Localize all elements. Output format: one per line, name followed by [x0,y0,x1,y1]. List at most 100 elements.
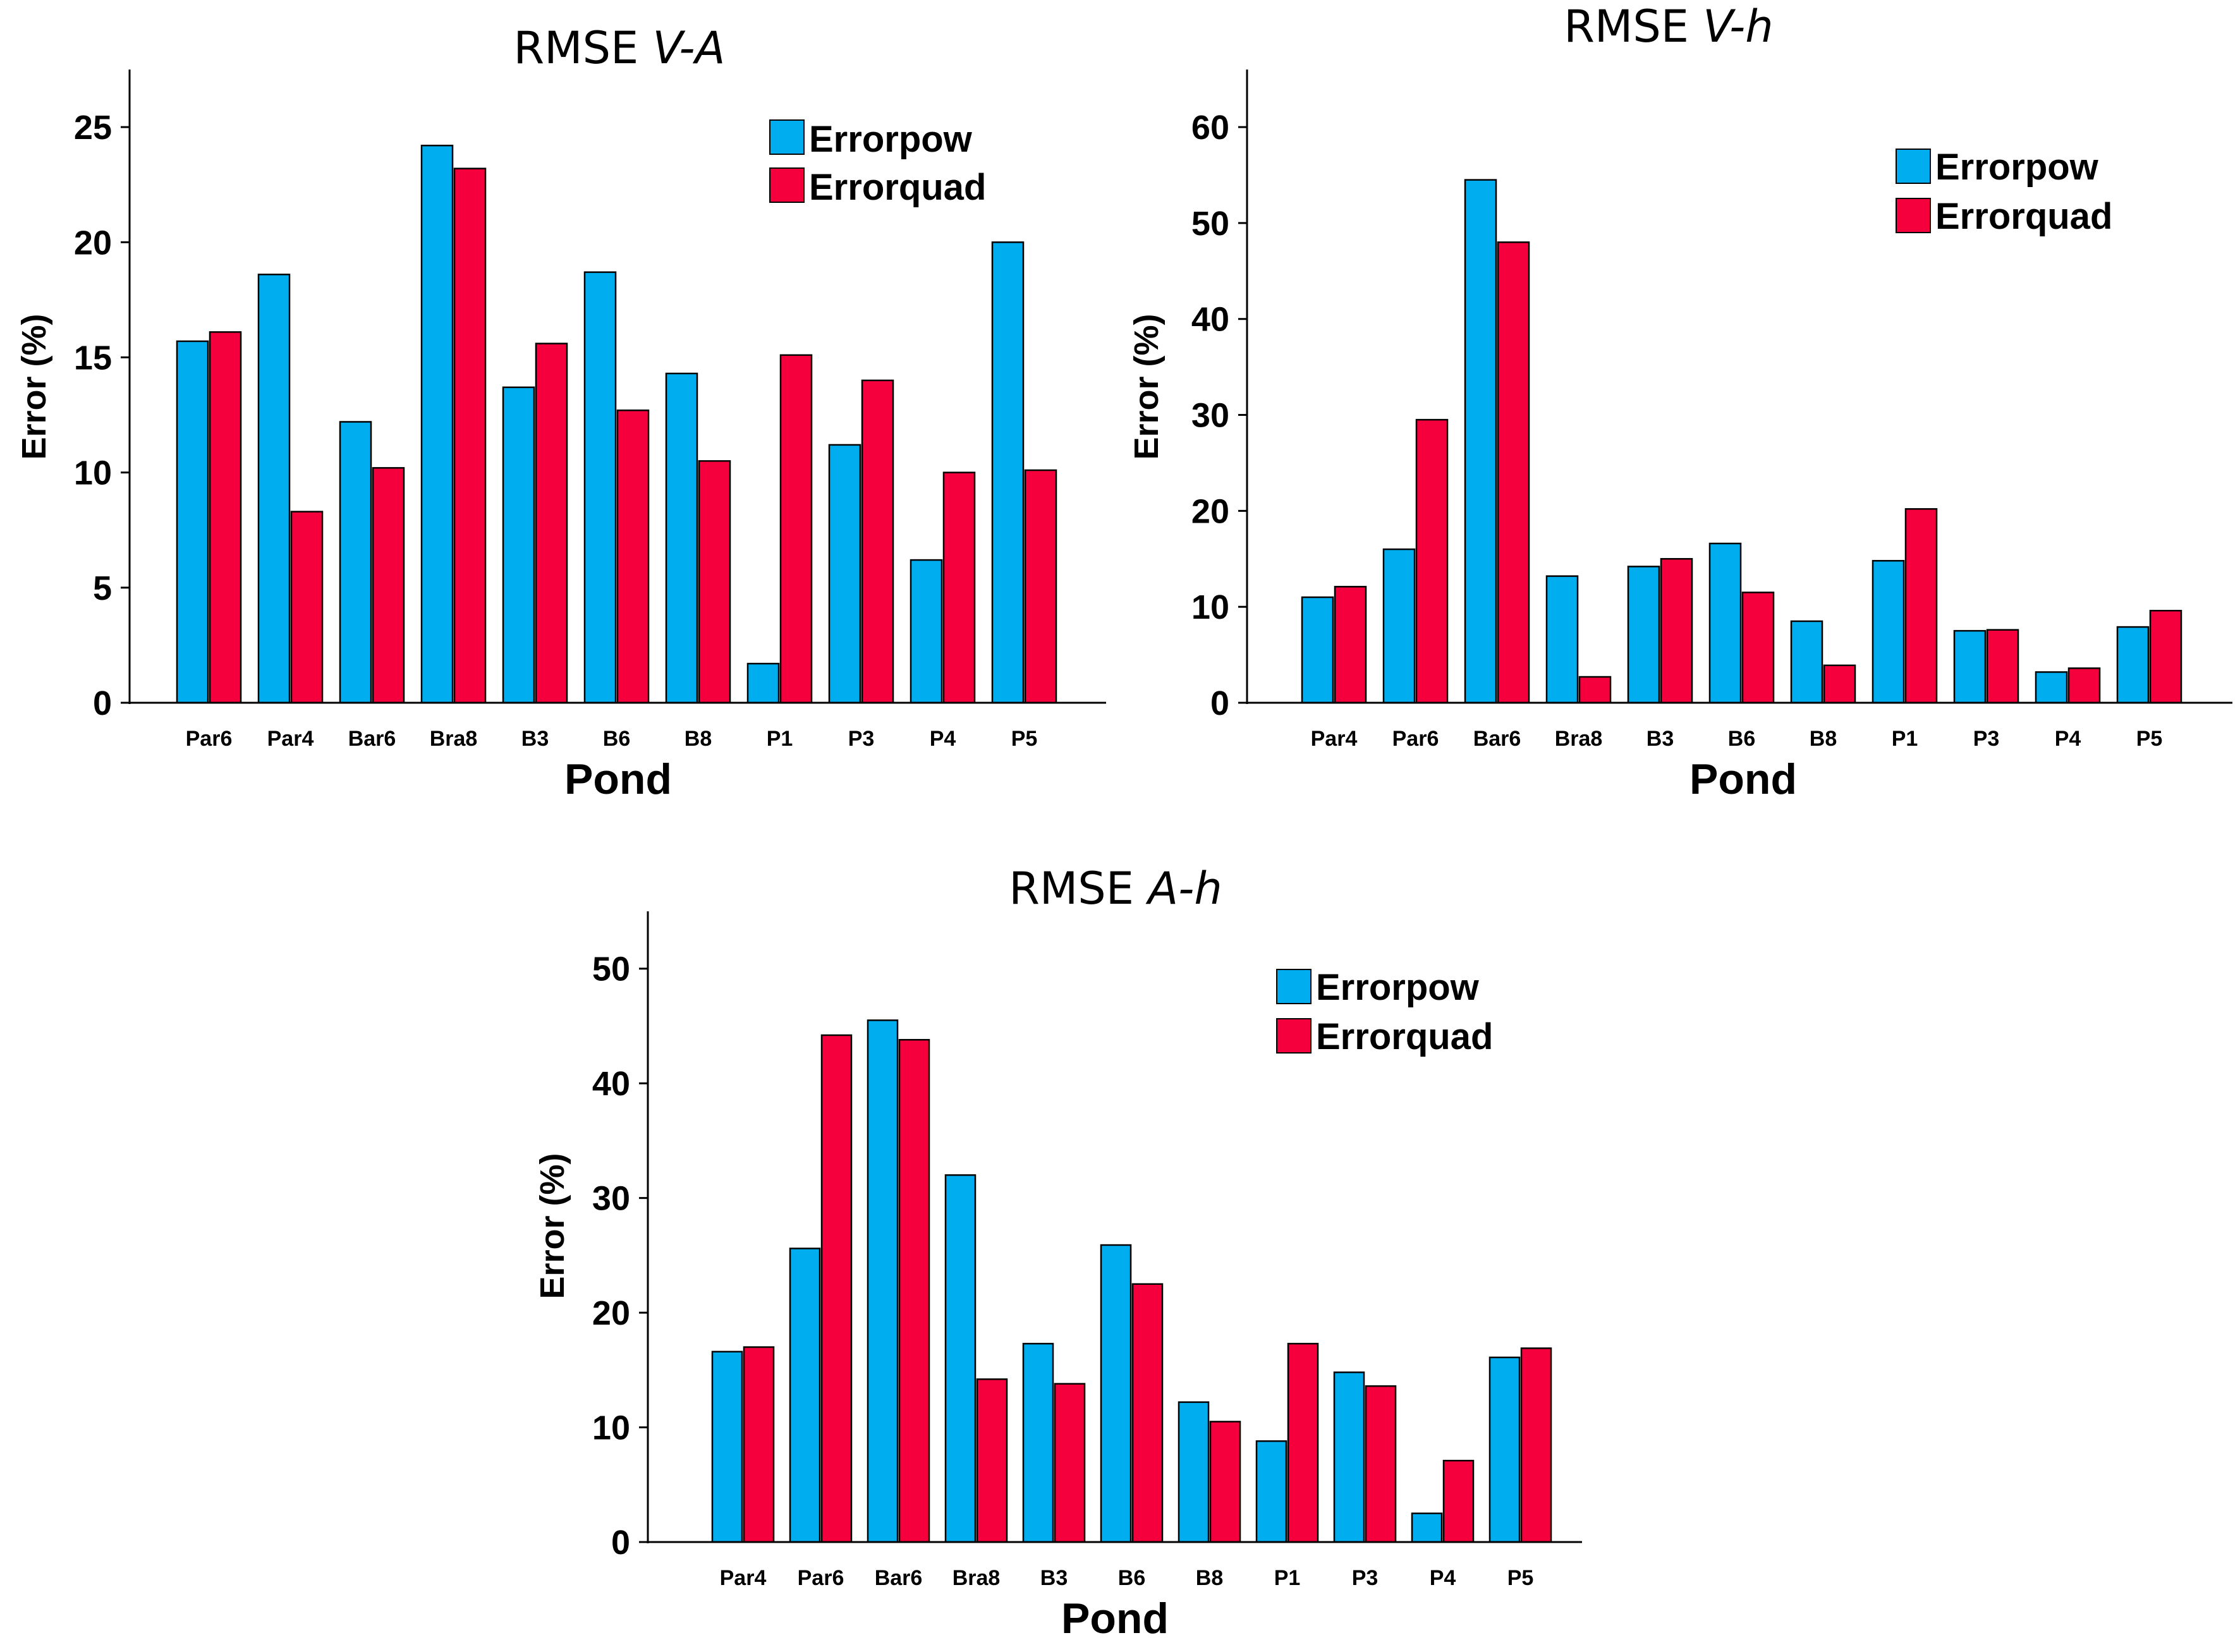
y-tick-label: 20 [592,1294,630,1332]
legend-swatch-errorquad [769,167,805,203]
bar-errorpow-b3 [1022,1342,1054,1543]
chart-rmse-v-h: RMSE V-h 0 10 20 30 40 50 60 Par4 Par6 Bar6 Bra8 B… [1128,1,2232,803]
x-tick-label: B8 [1196,1566,1223,1590]
bar-errorpow-p4 [1411,1512,1443,1543]
legend-label-errorquad: Errorquad [1935,196,2112,237]
bar-errorpow-p4 [910,559,943,704]
x-tick-label: P1 [1892,727,1918,751]
y-axis-label: Error (%) [1128,313,1166,459]
bar-errorquad-b8 [1823,664,1856,704]
bar-errorquad-b6 [1741,592,1775,704]
legend: Errorpow Errorquad [769,119,986,208]
x-tick-label: B6 [1728,727,1755,751]
bar-errorpow-p3 [828,444,861,704]
x-tick-label: Bar6 [348,727,396,751]
chart-title: RMSE A-h [1009,863,1222,914]
bar-errorquad-bar6 [1497,241,1530,704]
bar-errorpow-p4 [2035,671,2068,704]
bar-errorquad-b3 [1054,1383,1086,1543]
legend-label-errorpow: Errorpow [1935,147,2099,188]
y-tick-label: 30 [1191,397,1229,435]
y-axis-label: Error (%) [15,313,53,459]
x-tick-label: Bra8 [430,727,478,751]
bar-errorquad-bar6 [898,1038,930,1543]
bar-errorpow-b8 [1790,620,1823,704]
y-tick-label: 50 [592,951,630,988]
x-tick-label: P3 [1973,727,2000,751]
y-tick-label: 0 [611,1524,630,1562]
x-tick-label: B8 [1810,727,1837,751]
x-tick-label: B3 [1647,727,1674,751]
legend-swatch-errorpow [769,119,805,155]
y-tick-label: 60 [1191,109,1229,147]
legend-swatch-errorpow [1896,149,1931,184]
bar-errorquad-p5 [1024,469,1057,704]
bar-errorpow-p3 [1333,1371,1365,1543]
bar-errorpow-bar6 [339,421,372,704]
bar-errorquad-p4 [1442,1459,1475,1543]
bar-errorquad-p4 [2067,667,2101,704]
y-tick-label: 40 [1191,301,1229,339]
x-tick-label: Par4 [720,1566,767,1590]
bar-errorpow-bra8 [1545,575,1579,704]
bar-errorpow-p5 [991,241,1025,704]
bar-errorpow-b6 [1708,542,1742,704]
bar-errorquad-par4 [290,511,324,704]
bar-errorquad-bra8 [1578,676,1612,704]
bar-errorquad-bar6 [372,467,405,704]
bar-errorpow-b3 [502,386,535,704]
bar-errorpow-par4 [257,274,291,704]
legend-label-errorquad: Errorquad [1316,1016,1493,1057]
bar-errorquad-p5 [2149,610,2182,704]
bar-errorquad-b6 [1131,1283,1164,1543]
x-tick-label: Bra8 [1555,727,1603,751]
bar-errorquad-b3 [535,343,568,704]
bar-errorquad-par6 [820,1034,853,1543]
x-tick-label: P4 [1430,1566,1456,1590]
x-tick-label: B6 [1118,1566,1145,1590]
bar-errorpow-b6 [583,271,617,704]
x-tick-label: Par4 [267,727,314,751]
chart-title: RMSE V-h [1564,1,1773,52]
bar-errorquad-p4 [942,471,976,704]
y-tick-label: 10 [592,1409,630,1447]
bar-errorquad-par4 [743,1346,775,1543]
x-tick-label: P5 [2136,727,2163,751]
bar-errorquad-p3 [861,379,894,704]
y-tick-label: 10 [1191,588,1229,626]
bar-errorpow-b8 [1178,1401,1210,1543]
bar-errorquad-b6 [616,410,650,704]
chart-rmse-a-h: RMSE A-h 0 10 20 30 40 50 Par4 Par6 Bar6 Bra8 B3 B… [533,863,1582,1643]
legend: Errorpow Errorquad [1896,147,2112,237]
bar-errorpow-par6 [176,340,209,704]
y-tick-label: 5 [93,569,112,607]
y-axis-label: Error (%) [533,1153,571,1299]
x-axis-label: Pond [1689,755,1797,803]
y-tick-label: 0 [93,684,112,722]
bar-errorquad-p1 [1904,508,1938,704]
x-axis-label: Pond [1061,1594,1169,1643]
bar-errorquad-par6 [209,331,242,704]
x-tick-label: Bar6 [875,1566,923,1590]
bar-errorpow-p1 [1255,1440,1287,1543]
legend: Errorpow Errorquad [1276,967,1493,1057]
x-tick-label: Bra8 [953,1566,1001,1590]
bar-errorquad-p3 [1986,629,2019,704]
y-tick-label: 10 [74,454,112,492]
bar-errorquad-b8 [698,460,731,704]
x-tick-label: B3 [1040,1566,1068,1590]
legend-label-errorpow: Errorpow [809,119,973,160]
x-tick-label: Bar6 [1473,727,1521,751]
chart-title: RMSE V-A [514,22,726,74]
bar-errorpow-p1 [746,662,780,704]
bar-errorpow-par4 [1301,596,1334,704]
legend-label-errorquad: Errorquad [809,167,986,208]
bar-errorpow-bar6 [1464,179,1497,704]
x-tick-label: Par4 [1311,727,1358,751]
bar-errorquad-bra8 [976,1378,1008,1543]
x-tick-label: B3 [521,727,549,751]
y-tick-label: 0 [1210,684,1229,722]
y-tick-label: 20 [1191,492,1229,530]
bar-errorpow-p1 [1872,560,1905,704]
legend-swatch-errorquad [1896,198,1931,233]
